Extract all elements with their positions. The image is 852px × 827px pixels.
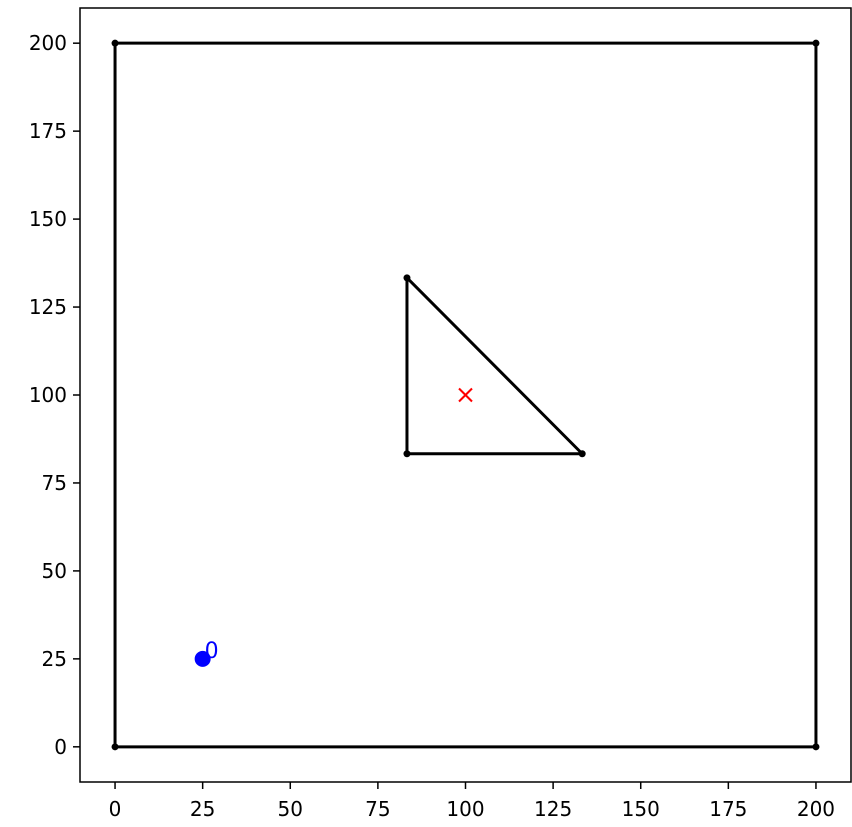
polygon-0-vertex-2 — [812, 39, 820, 47]
markers-layer: 0 — [194, 387, 473, 667]
y-tick-label-150: 150 — [29, 207, 67, 231]
y-tick-label-100: 100 — [29, 383, 67, 407]
y-tick-label-75: 75 — [42, 471, 67, 495]
x-tick-label-200: 200 — [797, 797, 835, 821]
x-tick-label-150: 150 — [622, 797, 660, 821]
x-tick-label-25: 25 — [190, 797, 215, 821]
x-tick-label-75: 75 — [365, 797, 390, 821]
x-tick-label-125: 125 — [534, 797, 572, 821]
polygon-1-vertex-0 — [403, 450, 411, 458]
polygon-0-vertex-3 — [111, 39, 119, 47]
x-tick-label-100: 100 — [446, 797, 484, 821]
y-tick-label-50: 50 — [42, 559, 67, 583]
axes-layer: 0 25 50 75 100 125 150 175 200 0 25 50 75 100 125 150 17… — [29, 7, 852, 821]
centroid-marker — [458, 387, 473, 403]
point-label-0: 0 — [205, 639, 219, 664]
y-tick-label-25: 25 — [42, 647, 67, 671]
shapes-layer — [111, 39, 820, 751]
y-tick-label-0: 0 — [54, 735, 67, 759]
x-tick-label-0: 0 — [109, 797, 122, 821]
x-tick-label-50: 50 — [278, 797, 303, 821]
y-tick-label-175: 175 — [29, 119, 67, 143]
y-tick-label-200: 200 — [29, 31, 67, 55]
centroid-marker-stroke-b — [458, 387, 473, 403]
y-tick-label-125: 125 — [29, 295, 67, 319]
x-tick-label-175: 175 — [709, 797, 747, 821]
polygon-1-vertex-1 — [578, 450, 586, 458]
polygon-0-vertex-1 — [812, 743, 820, 751]
polygon-0-vertex-0 — [111, 743, 119, 751]
point-0 — [194, 650, 211, 667]
polygon-1 — [405, 276, 584, 456]
polygon-1-vertex-2 — [403, 274, 411, 282]
